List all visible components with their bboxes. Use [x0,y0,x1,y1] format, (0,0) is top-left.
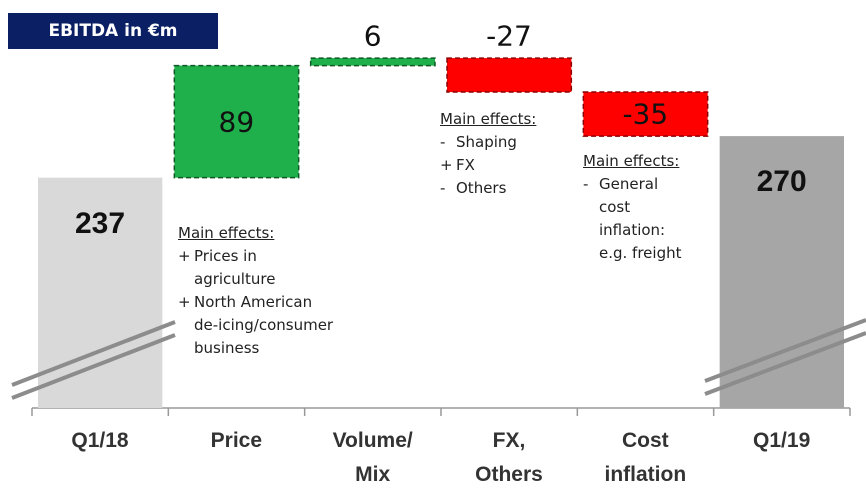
annotation-text: FX [456,156,475,174]
annotation-item: + Prices in agriculture [178,245,333,291]
bar [582,91,709,137]
annotation: Main effects: - General cost inflation: e.… [583,150,681,265]
x-tick-label: FX, Others [475,429,543,486]
annotation-text: Prices in agriculture [194,247,276,288]
annotation-item: - Others [440,177,536,200]
axis-break [704,331,866,396]
value-label: 89 [218,105,255,139]
bar [719,136,844,409]
annotation-bullet: - [583,175,589,193]
annotation-text: North American de-icing/consumer busines… [194,293,334,357]
annotation-bullet: + [178,247,191,265]
axis-break [704,318,866,383]
annotation-bullet: - [440,133,446,151]
x-tick-label: Q1/19 [753,429,811,452]
annotation-heading: Main effects: [178,224,275,242]
annotation-text: Shaping [456,133,517,151]
annotation-item: - Shaping [440,131,536,154]
annotation: Main effects: - Shaping + FX - Others [440,108,536,200]
annotation-heading: Main effects: [440,110,537,128]
value-label: 6 [363,19,382,53]
x-tick-label: Q1/18 [71,429,129,452]
value-label: -35 [622,97,669,131]
annotation-text: General cost inflation: e.g. freight [599,175,682,262]
x-tick-label: Volume/ Mix [332,429,413,486]
value-label: 237 [74,206,126,240]
annotation-bullet: + [178,293,191,311]
annotation-text: Others [456,179,507,197]
annotation: Main effects: + Prices in agriculture + Nort… [178,222,333,360]
axis-break [11,333,176,400]
annotation-item: + North American de-icing/consumer busine… [178,291,333,360]
x-tick-label: Price [210,429,263,452]
annotation-item: - General cost inflation: e.g. freight [583,173,681,265]
chart-title: EBITDA in €m [8,13,218,49]
value-label: -27 [486,19,532,53]
value-label: 270 [756,165,807,199]
bar [173,64,300,179]
annotation-bullet: + [440,156,453,174]
x-tick-label: Cost inflation [604,429,687,486]
annotation-heading: Main effects: [583,152,680,170]
bar [446,57,573,93]
annotation-item: + FX [440,154,536,177]
bar [38,177,163,408]
annotation-bullet: - [440,179,446,197]
bar [309,57,436,67]
axis-break [11,320,176,387]
